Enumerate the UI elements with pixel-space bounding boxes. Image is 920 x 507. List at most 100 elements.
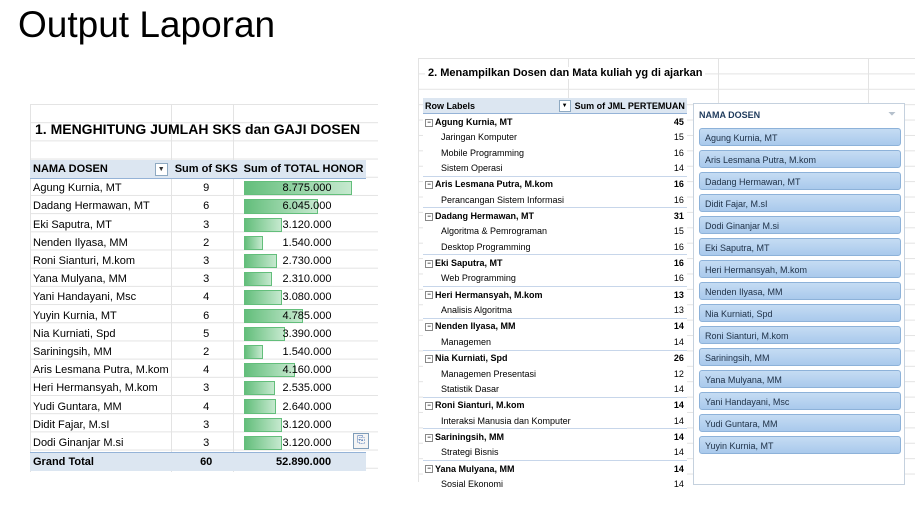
collapse-icon[interactable]: − [425,465,433,474]
row-value-cell: 26 [572,349,687,366]
table-row[interactable]: Didit Fajar, M.sI 3 3.120.000 [30,416,366,434]
pivot-group-row[interactable]: − Yana Mulyana, MM 14 [423,459,687,477]
pivot-item-row[interactable]: Perancangan Sistem Informasi 16 [423,192,687,208]
clear-filter-icon[interactable]: ⏷ [888,109,896,120]
row-label-cell: Statistik Dasar [423,381,573,398]
slicer-item[interactable]: Heri Hermansyah, M.kom [699,260,901,278]
table-row[interactable]: Nia Kurniati, Spd 5 3.390.000 [30,325,366,343]
pivot-item-row[interactable]: Interaksi Manusia dan Komputer 14 [423,412,687,429]
table-row[interactable]: Nenden Ilyasa, MM 2 1.540.000 [30,234,366,252]
slicer-item[interactable]: Nia Kurniati, Spd [699,304,901,322]
pivot-group-row[interactable]: − Aris Lesmana Putra, M.kom 16 [423,175,687,193]
pivot-item-row[interactable]: Strategi Bisnis 14 [423,444,687,461]
pivot-item-row[interactable]: Sosial Ekonomi 14 [423,476,687,492]
collapse-icon[interactable]: − [425,354,433,363]
table-row[interactable]: Yani Handayani, Msc 4 3.080.000 [30,288,366,306]
table-row[interactable]: Dadang Hermawan, MT 6 6.045.000 [30,197,366,215]
slicer-item[interactable]: Yana Mulyana, MM [699,370,901,388]
header-sum-jml-pertemuan[interactable]: Sum of JML PERTEMUAN [572,98,687,115]
slicer-item[interactable]: Eki Saputra, MT [699,238,901,256]
table-row[interactable]: Eki Saputra, MT 3 3.120.000 [30,216,366,234]
row-value-cell: 13 [572,286,687,303]
row-label-cell: Managemen [423,334,573,350]
slicer-item[interactable]: Nenden Ilyasa, MM [699,282,901,300]
pivot-item-row[interactable]: Statistik Dasar 14 [423,381,687,398]
table-row[interactable]: Roni Sianturi, M.kom 3 2.730.000 [30,252,366,270]
collapse-icon[interactable]: − [425,291,433,300]
table-row[interactable]: Yuyin Kurnia, MT 6 4.785.000 [30,307,366,325]
pivot-item-row[interactable]: Algoritma & Pemrograman 15 [423,223,687,240]
cell-nama-dosen: Sariningsih, MM [33,345,112,358]
pivot-item-row[interactable]: Analisis Algoritma 13 [423,302,687,319]
row-label-text: Strategi Bisnis [441,447,499,458]
table-row[interactable]: Heri Hermansyah, M.kom 3 2.535.000 [30,379,366,397]
pivot-group-row[interactable]: − Dadang Hermawan, MT 31 [423,207,687,224]
table-row[interactable]: Agung Kurnia, MT 9 8.775.000 [30,179,366,198]
pivot-item-row[interactable]: Web Programming 16 [423,270,687,287]
table-row[interactable]: Dodi Ginanjar M.si 3 3.120.000 [30,434,366,453]
pivot-item-row[interactable]: Desktop Programming 16 [423,239,687,255]
slicer-item[interactable]: Aris Lesmana Putra, M.kom [699,150,901,168]
cell-sks: 6 [203,200,210,213]
row-label-text: Roni Sianturi, M.kom [435,400,525,411]
cell-total-honor-value: 2.640.000 [282,400,332,413]
collapse-icon[interactable]: − [425,323,433,332]
row-value-cell: 14 [572,334,687,350]
table-row[interactable]: Yudi Guntara, MM 4 2.640.000 [30,397,366,415]
paste-options-icon[interactable]: ⎘ [353,433,369,449]
pivot-group-row[interactable]: − Nenden Ilyasa, MM 14 [423,317,687,335]
slicer-item[interactable]: Sariningsih, MM [699,348,901,366]
row-label-text: Desktop Programming [441,241,531,252]
slicer-item[interactable]: Didit Fajar, M.sI [699,194,901,212]
cell-total-honor-value: 8.775.000 [282,182,332,195]
pivot-item-row[interactable]: Mobile Programming 16 [423,145,687,161]
pivot-group-row[interactable]: − Eki Saputra, MT 16 [423,254,687,271]
row-value-cell: 14 [572,160,687,177]
row-label-cell: − Agung Kurnia, MT [423,113,573,130]
pivot-item-row[interactable]: Managemen Presentasi 12 [423,365,687,382]
slicer-item[interactable]: Yani Handayani, Msc [699,392,901,410]
row-label-cell: − Aris Lesmana Putra, M.kom [423,175,573,193]
pivot-item-row[interactable]: Sistem Operasi 14 [423,160,687,177]
grand-total-row[interactable]: Grand Total 60 52.890.000 [30,452,367,472]
row-labels-dropdown-icon[interactable]: ▼ [558,100,571,112]
cell-total-honor-value: 1.540.000 [282,236,332,249]
data-bar [243,272,273,287]
slicer-item[interactable]: Dodi Ginanjar M.si [699,216,901,234]
slicer-item[interactable]: Roni Sianturi, M.kom [699,326,901,344]
pivot-group-row[interactable]: − Nia Kurniati, Spd 26 [423,349,687,366]
pivot-group-row[interactable]: − Heri Hermansyah, M.kom 13 [423,286,687,303]
table-row[interactable]: Sariningsih, MM 2 1.540.000 [30,343,366,361]
header-sum-total-honor[interactable]: Sum of TOTAL HONOR [240,160,367,180]
collapse-icon[interactable]: − [425,118,433,127]
filter-dropdown-icon[interactable]: ▼ [154,163,168,176]
collapse-icon[interactable]: − [425,433,433,442]
pivot-group-row[interactable]: − Agung Kurnia, MT 45 [423,113,687,130]
collapse-icon[interactable]: − [425,259,433,268]
slicer-item[interactable]: Yudi Guntara, MM [699,414,901,432]
slicer-item[interactable]: Agung Kurnia, MT [699,128,901,146]
row-label-cell: Jaringan Komputer [423,129,573,146]
row-label-text: Mobile Programming [441,147,525,158]
header-sum-sks[interactable]: Sum of SKS [171,160,241,180]
pivot-group-row[interactable]: − Roni Sianturi, M.kom 14 [423,396,687,413]
row-value-cell: 14 [572,396,687,413]
collapse-icon[interactable]: − [425,401,433,410]
cell-sks: 3 [203,418,210,431]
collapse-icon[interactable]: − [425,181,433,190]
header-row-labels[interactable]: Row Labels ▼ [423,98,573,115]
pivot-item-row[interactable]: Managemen 14 [423,334,687,350]
header-nama-dosen[interactable]: NAMA DOSEN ▼ [30,160,172,180]
grand-total-sks: 60 [171,452,241,472]
slicer-item[interactable]: Dadang Hermawan, MT [699,172,901,190]
slicer-item[interactable]: Yuyin Kurnia, MT [699,436,901,454]
pivot-item-row[interactable]: Jaringan Komputer 15 [423,129,687,146]
pivot-group-row[interactable]: − Sariningsih, MM 14 [423,428,687,445]
row-label-cell: Analisis Algoritma [423,302,573,319]
collapse-icon[interactable]: − [425,212,433,221]
table-row[interactable]: Aris Lesmana Putra, M.kom 4 4.160.000 [30,361,366,379]
row-value-cell: 14 [572,459,687,477]
cell-nama-dosen: Aris Lesmana Putra, M.kom [33,364,169,377]
table-row[interactable]: Yana Mulyana, MM 3 2.310.000 [30,270,366,288]
cell-total-honor-value: 1.540.000 [282,345,332,358]
